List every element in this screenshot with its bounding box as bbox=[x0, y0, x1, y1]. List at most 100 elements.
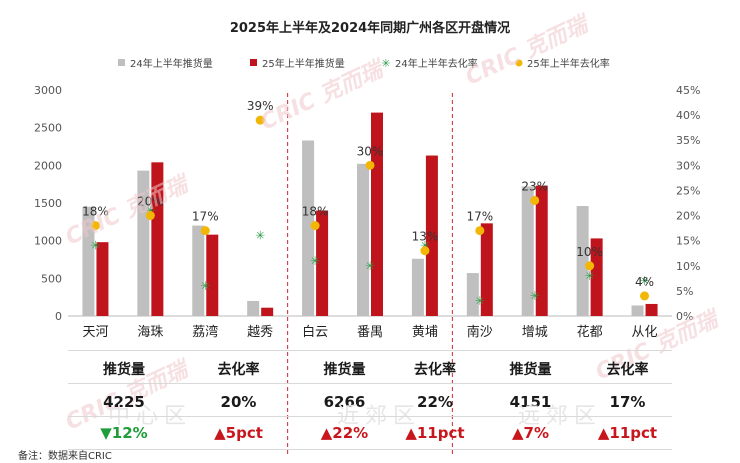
legend-swatch bbox=[118, 59, 125, 66]
y-left-tick: 1000 bbox=[34, 235, 62, 248]
table-rule bbox=[68, 350, 672, 351]
rate-data-label: 18% bbox=[302, 205, 329, 219]
table-rule bbox=[68, 416, 672, 417]
zone-label: 近郊区 bbox=[337, 404, 422, 429]
bar bbox=[192, 225, 205, 316]
x-tick-label: 黄埔 bbox=[412, 325, 438, 340]
bar bbox=[576, 206, 589, 316]
bar bbox=[425, 155, 438, 316]
rate-marker-24: ✳ bbox=[640, 274, 650, 288]
x-tick-label: 越秀 bbox=[247, 325, 273, 340]
rate-header: 去化率 bbox=[606, 362, 649, 378]
x-tick-label: 南沙 bbox=[467, 324, 493, 340]
rate-data-label: 17% bbox=[192, 210, 219, 224]
rate-dot-25 bbox=[200, 226, 210, 236]
bar bbox=[316, 210, 329, 316]
y-left-tick: 2000 bbox=[34, 159, 62, 172]
rate-marker-24: ✳ bbox=[475, 294, 485, 308]
supply-value: 6266 bbox=[323, 393, 366, 411]
rate-marker-24: ✳ bbox=[255, 229, 265, 243]
supply-change: ▼12% bbox=[100, 424, 148, 442]
bar bbox=[466, 273, 479, 316]
rate-dot-25 bbox=[475, 226, 485, 236]
bar bbox=[137, 170, 150, 316]
bar bbox=[480, 223, 493, 316]
rate-dot-25 bbox=[585, 261, 595, 271]
rate-marker-24: ✳ bbox=[310, 254, 320, 268]
rate-change: ▲11pct bbox=[405, 424, 465, 442]
supply-header: 推货量 bbox=[509, 362, 552, 378]
zone-label: 远郊区 bbox=[518, 404, 603, 429]
x-tick-label: 白云 bbox=[302, 324, 328, 340]
rate-header: 去化率 bbox=[217, 362, 260, 378]
rate-marker-24: ✳ bbox=[90, 239, 100, 253]
x-tick-label: 天河 bbox=[82, 325, 108, 340]
table-rule bbox=[68, 449, 672, 450]
x-tick-label: 番禺 bbox=[357, 325, 383, 340]
x-tick-label: 荔湾 bbox=[192, 324, 218, 340]
rate-data-label: 13% bbox=[412, 230, 439, 244]
bar bbox=[631, 305, 644, 316]
y-right-tick: 0% bbox=[676, 310, 693, 323]
rate-dot-25 bbox=[145, 211, 155, 221]
rate-dot-25 bbox=[530, 195, 540, 205]
y-right-tick: 40% bbox=[676, 109, 700, 122]
bar bbox=[590, 238, 603, 316]
legend-swatch bbox=[515, 59, 523, 67]
y-right-tick: 5% bbox=[676, 285, 693, 298]
y-right-tick: 35% bbox=[676, 134, 700, 147]
rate-change: ▲11pct bbox=[597, 424, 658, 442]
legend-label: 25年上半年推货量 bbox=[262, 57, 345, 70]
rate-dot-25 bbox=[310, 221, 320, 231]
table-rule bbox=[68, 383, 672, 384]
supply-value: 4225 bbox=[103, 393, 145, 411]
supply-change: ▲7% bbox=[511, 424, 549, 442]
legend-label: 25年上半年去化率 bbox=[527, 57, 610, 70]
bar bbox=[535, 185, 548, 316]
rate-marker-24: ✳ bbox=[200, 279, 210, 293]
rate-data-label: 18% bbox=[82, 205, 109, 219]
rate-value: 20% bbox=[220, 393, 257, 411]
legend-label: 24年上半年去化率 bbox=[395, 57, 478, 70]
rate-dot-25 bbox=[640, 291, 650, 301]
rate-data-label: 10% bbox=[576, 245, 603, 259]
rate-data-label: 20% bbox=[137, 195, 164, 209]
bar bbox=[96, 242, 109, 316]
y-left-tick: 2500 bbox=[34, 122, 62, 135]
y-right-tick: 25% bbox=[676, 184, 700, 197]
rate-value: 17% bbox=[609, 393, 646, 411]
rate-marker-24: ✳ bbox=[145, 204, 155, 218]
zone-label: 中心区 bbox=[108, 404, 193, 429]
source-note: 备注：数据来自CRIC bbox=[18, 451, 112, 462]
bar bbox=[206, 234, 219, 316]
bar bbox=[357, 163, 369, 316]
x-tick-label: 海珠 bbox=[137, 325, 163, 340]
rate-marker-24: ✳ bbox=[585, 269, 595, 283]
y-right-tick: 15% bbox=[676, 235, 700, 248]
y-left-tick: 1500 bbox=[34, 197, 62, 210]
rate-change: ▲5pct bbox=[214, 424, 263, 442]
rate-dot-25 bbox=[365, 160, 375, 170]
x-tick-label: 花都 bbox=[577, 324, 603, 340]
y-left-tick: 500 bbox=[41, 272, 62, 285]
rate-dot-25 bbox=[420, 246, 430, 256]
y-right-tick: 20% bbox=[676, 210, 700, 223]
supply-change: ▲22% bbox=[320, 424, 369, 442]
x-tick-label: 从化 bbox=[632, 325, 658, 340]
legend-label: 24年上半年推货量 bbox=[130, 57, 213, 70]
rate-data-label: 30% bbox=[357, 144, 384, 158]
rate-marker-24: ✳ bbox=[365, 259, 375, 273]
bar bbox=[411, 258, 424, 316]
rate-dot-25 bbox=[255, 115, 265, 125]
rate-value: 22% bbox=[417, 393, 453, 411]
chart-title: 2025年上半年及2024年同期广州各区开盘情况 bbox=[230, 20, 510, 36]
rate-dot-25 bbox=[90, 221, 100, 231]
supply-value: 4151 bbox=[509, 393, 552, 411]
bar bbox=[247, 300, 260, 316]
rate-data-label: 39% bbox=[247, 99, 274, 113]
rate-marker-24: ✳ bbox=[420, 239, 430, 253]
bar bbox=[645, 303, 658, 316]
rate-header: 去化率 bbox=[414, 362, 456, 378]
rate-marker-24: ✳ bbox=[530, 289, 540, 303]
bar bbox=[261, 307, 274, 316]
